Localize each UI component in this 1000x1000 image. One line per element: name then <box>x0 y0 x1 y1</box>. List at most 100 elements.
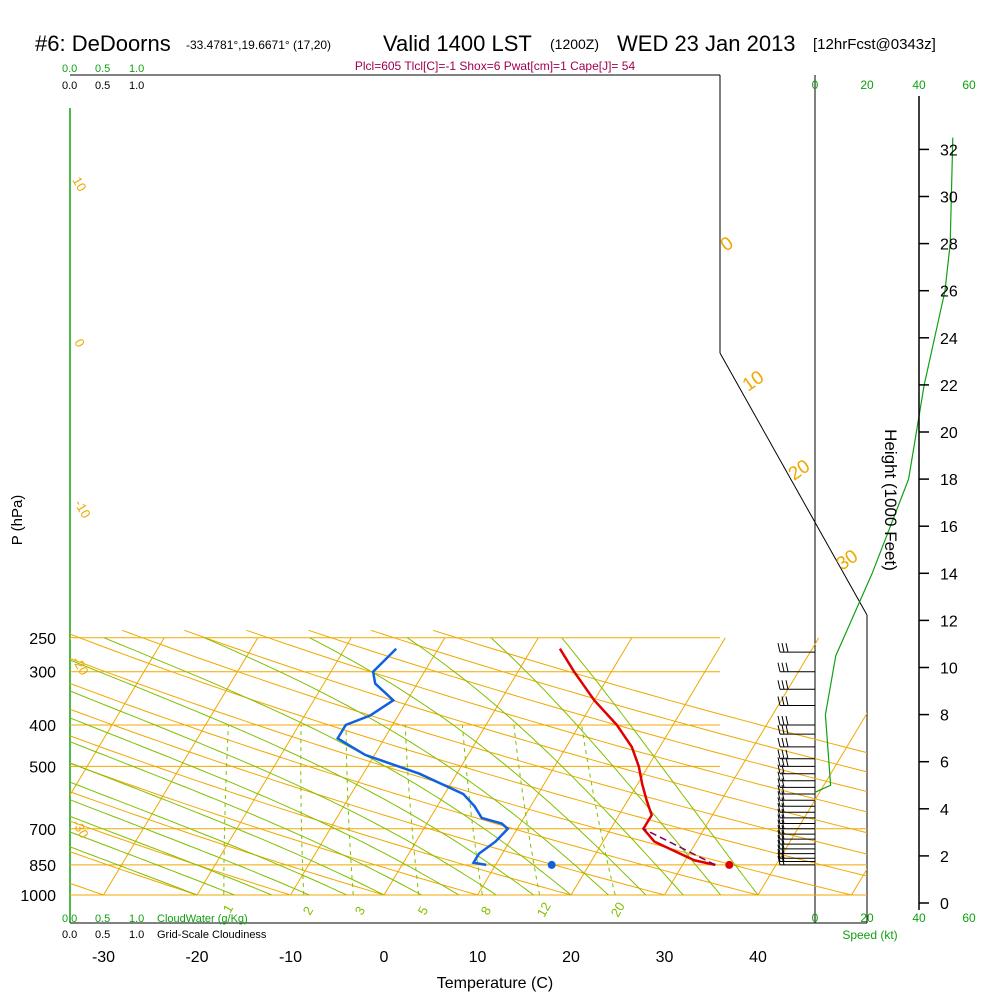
wind-barb-flag <box>781 764 785 774</box>
pressure-tick-label: 1000 <box>20 888 56 905</box>
wind-barb-flag <box>781 855 785 866</box>
wind-barb-flag <box>781 642 785 653</box>
moist-adiabat <box>103 637 572 895</box>
speed-tick: 0 <box>812 911 819 925</box>
wind-barb-flag <box>781 803 785 813</box>
height-tick-label: 18 <box>940 472 958 489</box>
cloud-scale-bottom: 0.0 0.5 1.0 CloudWater (g/Kg) 0.0 0.5 1.… <box>62 913 267 941</box>
wind-barb-flag <box>777 778 781 788</box>
dry-adiabat <box>308 629 867 793</box>
wind-barb-flag <box>777 814 781 824</box>
wind-barb-flag <box>785 642 789 653</box>
x-axis-title: Temperature (C) <box>437 975 553 992</box>
wind-barb-flag <box>777 834 781 845</box>
dry-adiabat <box>370 629 867 773</box>
wind-barb-flag <box>781 829 785 840</box>
cloud-tick: 1.0 <box>129 913 144 925</box>
mixing-ratio-line <box>581 724 616 895</box>
moist-adiabat <box>70 831 235 895</box>
surface-dewpoint-point <box>547 860 556 869</box>
valid-time: Valid 1400 LST <box>383 31 532 56</box>
wind-barb-flag <box>777 784 781 795</box>
mixing-ratio-line <box>513 724 541 895</box>
stability-parameters: Plcl=605 Tlcl[C]=-1 Shox=6 Pwat[cm]=1 Ca… <box>355 59 636 73</box>
cloud-tick: 0.0 <box>62 63 77 75</box>
height-tick-label: 0 <box>940 896 949 913</box>
wind-barb-flag <box>781 834 785 845</box>
wind-speed-line <box>814 137 954 793</box>
height-tick-label: 32 <box>940 142 958 159</box>
temperature-tick-label: -10 <box>279 949 302 966</box>
speed-tick: 20 <box>860 78 874 92</box>
isotherm-label: -30 <box>69 817 91 841</box>
mixing-ratio-line <box>300 724 305 895</box>
temperature-tick-label: 30 <box>656 949 674 966</box>
moist-adiabat <box>70 741 422 895</box>
moist-adiabat <box>70 799 310 895</box>
wind-barb-flag <box>777 852 781 862</box>
height-tick-label: 28 <box>940 237 958 254</box>
isotherm-line <box>477 637 633 895</box>
mixing-ratio-label: 3 <box>352 904 369 918</box>
mixing-ratio-line <box>345 725 354 895</box>
height-axis-title: Height (1000 Feet) <box>881 429 900 571</box>
wind-barb-flag <box>785 696 789 706</box>
cloud-tick: 0.0 <box>62 80 77 92</box>
wind-barb-flag <box>777 791 781 801</box>
pressure-tick-label: 850 <box>29 858 56 875</box>
wind-barb-flag <box>777 829 781 840</box>
y-axis-title: P (hPa) <box>9 495 26 546</box>
wind-barb-flag <box>777 757 781 767</box>
wind-barb-flag <box>781 696 785 706</box>
temperature-tick-label: 10 <box>469 949 487 966</box>
height-tick-label: 4 <box>940 802 949 819</box>
wind-barb-flag <box>777 844 781 854</box>
valid-time-utc: (1200Z) <box>550 36 599 52</box>
temperature-axis: -30 -20 -10 0 10 20 30 40 <box>92 949 767 966</box>
mixing-ratio-label: 2 <box>300 904 317 918</box>
moist-adiabat <box>70 690 497 895</box>
cloud-tick: 0.5 <box>95 913 110 925</box>
wind-barb-flag <box>777 715 781 726</box>
mixing-ratio-line <box>461 724 483 895</box>
moist-adiabat <box>70 815 272 895</box>
height-tick-label: 12 <box>940 613 958 630</box>
dry-adiabat <box>432 629 867 754</box>
isotherm-line <box>196 637 352 895</box>
isotherm-label: 20 <box>785 456 814 485</box>
height-tick-label: 26 <box>940 284 958 301</box>
isotherm-labels: 10 0 -10 -20 -30 0 10 20 30 <box>69 174 862 841</box>
speed-scale-bottom: 0 20 40 60 Speed (kt) <box>812 911 976 942</box>
pressure-tick-label: 300 <box>29 665 56 682</box>
pressure-tick-label: 500 <box>29 759 56 776</box>
speed-tick: 20 <box>860 911 874 925</box>
speed-tick: 40 <box>912 911 926 925</box>
background-lines <box>70 629 867 895</box>
moist-adiabat <box>204 637 609 895</box>
wind-barb-flag <box>785 724 789 735</box>
wind-barb-flag <box>781 737 785 748</box>
dry-adiabat <box>70 820 293 895</box>
forecast-info: [12hrFcst@0343z] <box>813 36 936 53</box>
wind-barb-flag <box>777 662 781 672</box>
speed-tick: 60 <box>962 911 976 925</box>
height-tick-label: 6 <box>940 755 949 772</box>
speed-tick: 60 <box>962 78 976 92</box>
wind-barb-flag <box>781 839 785 850</box>
moist-adiabat <box>309 637 647 895</box>
wind-barb-flag <box>781 844 785 854</box>
wind-barb-flag <box>777 824 781 835</box>
cloud-tick: 0.0 <box>62 913 77 925</box>
isotherm-label: -10 <box>71 497 93 521</box>
temperature-tick-label: 40 <box>749 949 767 966</box>
dry-adiabat <box>70 791 386 895</box>
height-tick-label: 10 <box>940 661 958 678</box>
wind-barb-flag <box>781 824 785 835</box>
cloud-tick: 1.0 <box>129 80 144 92</box>
wind-barb-flag <box>777 808 781 819</box>
pressure-axis: 250 300 400 500 700 850 1000 <box>20 631 56 905</box>
height-tick-label: 30 <box>940 190 958 207</box>
temperature-tick-label: 20 <box>562 949 580 966</box>
